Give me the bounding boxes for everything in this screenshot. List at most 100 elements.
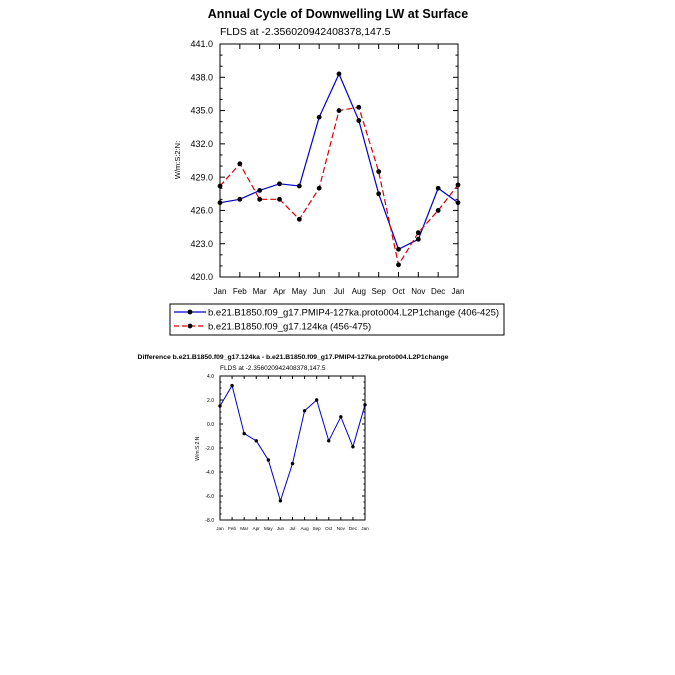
main-chart-title: Annual Cycle of Downwelling LW at Surfac… <box>208 7 468 21</box>
difference-xtick-label: Oct <box>325 526 333 531</box>
main-series-2-point <box>455 182 461 188</box>
main-series-2-point <box>396 262 401 268</box>
main-series-2-point <box>415 230 421 236</box>
main-xtick-label: Nov <box>411 287 425 296</box>
main-series-1-point <box>257 188 263 193</box>
main-series-2-point <box>237 161 243 167</box>
difference-chart-plot-frame <box>219 375 366 521</box>
main-xtick-label: Jun <box>313 287 326 296</box>
difference-series-1-point <box>266 458 271 462</box>
main-ytick-label: 441.0 <box>190 39 213 49</box>
main-series-2-point <box>376 169 382 174</box>
difference-ytick-label: -4.0 <box>205 470 214 476</box>
main-ytick-label: 420.0 <box>190 272 213 282</box>
main-xtick-label: Jul <box>334 287 344 296</box>
main-chart-subtitle: FLDS at -2.356020942408378,147.5 <box>220 26 391 38</box>
difference-series-1-point <box>290 461 295 466</box>
legend-frame <box>169 303 505 336</box>
difference-xtick-label: Feb <box>228 526 236 531</box>
main-ytick-label: 426.0 <box>190 206 213 216</box>
difference-xtick-label: Jan <box>216 526 224 531</box>
main-ytick-label: 432.0 <box>190 139 213 149</box>
difference-xtick-label: Jul <box>290 526 296 531</box>
difference-xtick-label: Jun <box>277 526 285 531</box>
difference-series-1-line <box>219 384 366 503</box>
main-series-2-line <box>219 106 459 267</box>
main-series-1-point <box>376 191 382 197</box>
difference-ytick-label: -6.0 <box>205 494 214 500</box>
difference-chart-subtitle: FLDS at -2.356020942408378,147.5 <box>220 365 326 372</box>
difference-series-1-point <box>327 439 331 443</box>
main-xtick-label: Feb <box>233 287 247 296</box>
main-xtick-label: Jan <box>214 287 227 296</box>
difference-chart-ylabel: W/m:S:2:N: <box>195 435 201 461</box>
main-xtick-label: Sep <box>372 287 387 296</box>
main-series-1-point <box>415 236 421 242</box>
main-chart-ylabel: W/m:S:2:N: <box>173 141 182 179</box>
difference-series-1-point <box>351 445 355 449</box>
difference-series-1-point <box>242 431 246 436</box>
main-series-2-point <box>336 108 342 113</box>
difference-series-1-point <box>339 415 343 419</box>
main-series-2-point <box>356 104 362 110</box>
main-xtick-label: Mar <box>253 287 267 296</box>
difference-ytick-label: 0.0 <box>207 422 214 428</box>
difference-series-1-point <box>278 499 283 503</box>
main-ytick-label: 423.0 <box>190 239 213 249</box>
main-series-1-point <box>296 183 302 189</box>
difference-xtick-label: Mar <box>240 526 248 531</box>
main-xtick-label: Jan <box>452 287 465 296</box>
difference-ytick-label: 2.0 <box>207 398 214 404</box>
difference-series-1-point <box>363 403 367 407</box>
difference-ytick-label: 4.0 <box>207 374 214 380</box>
difference-xtick-label: Sep <box>313 526 322 531</box>
main-xtick-label: May <box>292 287 307 296</box>
main-series-1-point <box>316 114 322 120</box>
main-xtick-label: Aug <box>352 287 366 296</box>
legend-label-series-1: b.e21.B1850.f09_g17.PMIP4-127ka.proto004… <box>208 308 499 319</box>
main-ytick-label: 429.0 <box>190 172 213 182</box>
difference-series-1-point <box>254 439 258 443</box>
difference-ytick-label: -8.0 <box>205 518 214 524</box>
main-xtick-label: Dec <box>431 287 445 296</box>
main-series-2-point <box>257 196 263 202</box>
main-series-2-point <box>217 183 223 189</box>
legend-marker-series-1 <box>187 309 193 315</box>
difference-xtick-label: Dec <box>349 526 358 531</box>
main-series-1-point <box>356 118 362 123</box>
difference-xtick-label: Aug <box>300 526 309 531</box>
difference-xtick-label: Nov <box>337 526 346 531</box>
main-series-1-point <box>455 200 461 206</box>
main-series-1-point <box>396 246 401 252</box>
difference-chart: Difference b.e21.B1850.f09_g17.124ka - b… <box>138 354 449 531</box>
difference-series-1-point <box>314 398 319 402</box>
main-series-1-point <box>277 181 282 187</box>
legend-marker-series-2 <box>187 323 193 329</box>
difference-series-1-point <box>230 383 234 388</box>
main-series-2-point <box>435 208 441 213</box>
main-series-1-line <box>219 72 459 251</box>
main-series-2-point <box>277 196 282 202</box>
main-chart: Annual Cycle of Downwelling LW at Surfac… <box>173 7 468 296</box>
main-chart-legend: b.e21.B1850.f09_g17.PMIP4-127ka.proto004… <box>169 303 505 336</box>
difference-series-1-point <box>302 409 307 413</box>
difference-chart-title: Difference b.e21.B1850.f09_g17.124ka - b… <box>138 354 449 361</box>
difference-series-1-point <box>218 404 222 408</box>
main-series-2-point <box>296 216 302 222</box>
main-xtick-label: Apr <box>273 287 286 296</box>
main-series-1-point <box>336 71 342 77</box>
main-ytick-label: 435.0 <box>190 106 213 116</box>
main-series-1-point <box>435 185 441 191</box>
main-chart-plot-frame <box>219 43 459 278</box>
difference-xtick-label: Apr <box>253 526 261 531</box>
main-series-1-point <box>217 200 223 206</box>
main-series-1-point <box>237 196 243 202</box>
difference-xtick-label: May <box>264 526 273 531</box>
legend-label-series-2: b.e21.B1850.f09_g17.124ka (456-475) <box>208 322 371 333</box>
main-series-2-point <box>316 185 322 191</box>
difference-xtick-label: Jan <box>361 526 369 531</box>
difference-ytick-label: -2.0 <box>205 446 214 452</box>
main-ytick-label: 438.0 <box>190 72 213 82</box>
main-xtick-label: Oct <box>392 287 405 296</box>
